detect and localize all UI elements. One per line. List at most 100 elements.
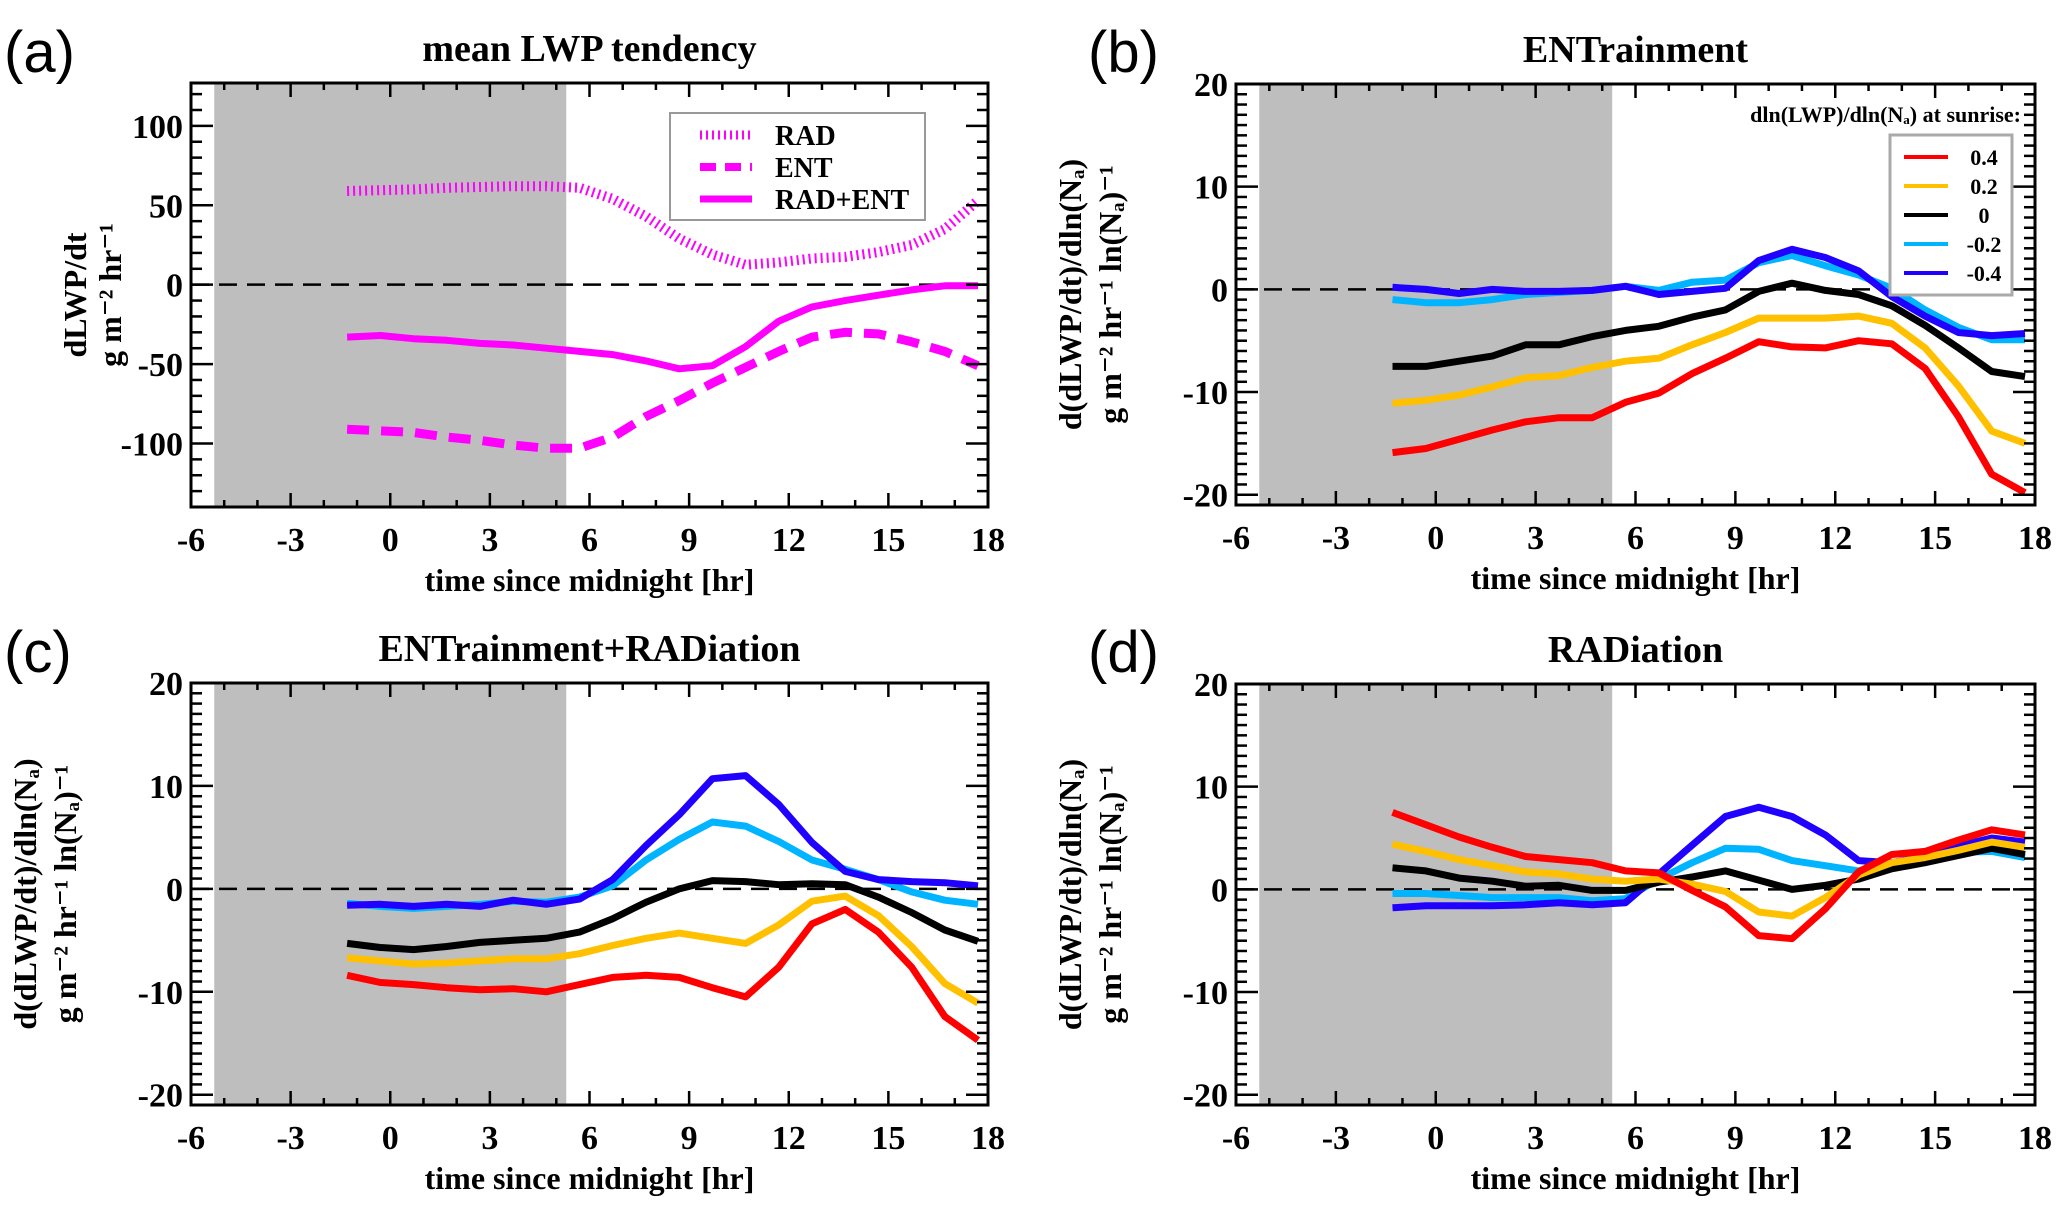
y-tick-label: 10: [149, 769, 183, 806]
y-axis-label-line2: g m⁻² hr⁻¹ ln(Nₐ)⁻¹: [1092, 765, 1128, 1024]
panel-tag: (d): [1088, 620, 1159, 685]
panel-d: (d) RADiation -6 -3 0 3 6 9 12 15 18 20 10 0 -10 -20 tim…: [1052, 620, 2052, 1196]
y-tick-label: 10: [1194, 770, 1228, 807]
legend-label: RAD+ENT: [775, 185, 910, 216]
series-line-0_2: [1391, 838, 2026, 920]
series-line-0: [346, 877, 980, 954]
y-tick-label: 0: [1211, 872, 1228, 909]
y-tick-label: -10: [1183, 975, 1228, 1012]
x-tick-label: 18: [971, 522, 1005, 559]
x-tick-label: 9: [681, 1120, 698, 1157]
panel-c: (c) ENTrainment+RADiation -6 -3 0 3 6 9 12 15 18 20…: [4, 620, 1005, 1196]
x-tick-label: 9: [1727, 520, 1744, 557]
x-tick-label: 18: [2018, 520, 2052, 557]
x-tick-label: 0: [1427, 520, 1444, 557]
panel-tag: (a): [4, 20, 75, 85]
series-line-_0_4: [1392, 245, 2026, 340]
y-tick-label: 50: [149, 188, 183, 225]
x-tick-label: -3: [276, 522, 304, 559]
x-tick-label: 3: [1527, 520, 1544, 557]
x-tick-label: -6: [177, 1120, 205, 1157]
series-line-0_2: [1392, 312, 2027, 447]
series-line-_0_2: [1392, 252, 2025, 344]
y-axis-label-line2: g m⁻² hr⁻¹ ln(Nₐ)⁻¹: [1092, 165, 1128, 424]
x-tick-label: 0: [1427, 1120, 1444, 1157]
y-tick-label: 100: [132, 109, 183, 146]
y-tick-label: -20: [1183, 478, 1228, 515]
x-tick-label: -3: [1322, 1120, 1350, 1157]
x-tick-label: 3: [1527, 1120, 1544, 1157]
legend-label: -0.2: [1967, 232, 2002, 257]
y-tick-label: -100: [121, 426, 183, 463]
y-tick-label: -50: [138, 347, 183, 384]
x-tick-label: 6: [581, 522, 598, 559]
x-tick-label: 0: [382, 522, 399, 559]
x-axis-label: time since midnight [hr]: [425, 562, 755, 598]
legend-label: -0.4: [1967, 261, 2002, 286]
series-line-0: [1392, 279, 2026, 381]
y-tick-label: 20: [1194, 667, 1228, 704]
x-tick-label: 9: [1727, 1120, 1744, 1157]
x-tick-label: 6: [1627, 520, 1644, 557]
legend-label: 0: [1979, 203, 1990, 228]
x-tick-label: 15: [1918, 520, 1952, 557]
legend: dln(LWP)/dln(Nₐ) at sunrise: 0.4 0.2 0 -0.2 -…: [1750, 102, 2021, 297]
x-tick-label: -6: [1222, 520, 1250, 557]
chart-title: RADiation: [1548, 629, 1723, 671]
x-tick-label: 15: [871, 1120, 905, 1157]
x-axis-label: time since midnight [hr]: [425, 1160, 755, 1196]
legend-label: 0.2: [1970, 174, 1998, 199]
series-line-_0_4: [346, 772, 979, 910]
x-tick-label: 12: [772, 1120, 806, 1157]
y-axis-label-line1: d(dLWP/dt)/dln(Nₐ): [1052, 159, 1088, 430]
x-tick-label: 12: [772, 522, 806, 559]
night-shading: [214, 683, 567, 1105]
y-axis-label-line2: g m⁻² hr⁻¹ ln(Nₐ)⁻¹: [47, 765, 83, 1024]
series-group: [346, 181, 982, 453]
y-tick-label: 0: [1211, 272, 1228, 309]
series-line-0_4: [1391, 809, 2026, 943]
y-tick-label: 20: [1194, 67, 1228, 104]
x-tick-label: 3: [481, 522, 498, 559]
series-group: [1392, 245, 2027, 496]
panel-b: (b) ENTrainment -6 -3 0 3 6 9 12 15 18 20 10 0 -10 -20 t…: [1052, 20, 2052, 596]
x-tick-label: 18: [2018, 1120, 2052, 1157]
x-tick-label: -6: [1222, 1120, 1250, 1157]
x-axis-label: time since midnight [hr]: [1471, 1160, 1801, 1196]
y-tick-label: -20: [138, 1078, 183, 1115]
legend-label: 0.4: [1970, 145, 1998, 170]
y-axis-label-line1: dLWP/dt: [57, 232, 93, 357]
series-line-0_2: [346, 892, 980, 1007]
panel-tag: (b): [1088, 20, 1159, 85]
y-axis-label-line2: g m⁻² hr⁻¹: [92, 223, 128, 367]
y-tick-label: -10: [1183, 375, 1228, 412]
x-tick-label: 3: [481, 1120, 498, 1157]
series-group: [1391, 803, 2026, 943]
chart-title: ENTrainment+RADiation: [378, 628, 800, 670]
x-tick-label: 12: [1818, 1120, 1852, 1157]
y-tick-label: 0: [166, 872, 183, 909]
legend-label: ENT: [775, 153, 833, 184]
x-axis-label: time since midnight [hr]: [1471, 560, 1801, 596]
chart-title: ENTrainment: [1523, 29, 1749, 71]
x-tick-label: 6: [1627, 1120, 1644, 1157]
series-group: [346, 772, 981, 1044]
x-tick-label: -3: [276, 1120, 304, 1157]
y-tick-label: 0: [166, 268, 183, 305]
x-tick-label: 12: [1818, 520, 1852, 557]
chart-title: mean LWP tendency: [422, 28, 756, 70]
series-line-0_4: [346, 905, 981, 1044]
x-tick-label: 15: [1918, 1120, 1952, 1157]
x-tick-label: 0: [382, 1120, 399, 1157]
legend-title: dln(LWP)/dln(Nₐ) at sunrise:: [1750, 102, 2021, 127]
series-line-0: [1392, 844, 2026, 894]
x-tick-label: 9: [681, 522, 698, 559]
night-shading: [214, 83, 567, 507]
series-line-RAD_ENT: [346, 282, 978, 373]
y-tick-label: 20: [149, 666, 183, 703]
series-line-ENT: [346, 327, 980, 453]
x-tick-label: -6: [177, 522, 205, 559]
x-tick-label: 18: [971, 1120, 1005, 1157]
